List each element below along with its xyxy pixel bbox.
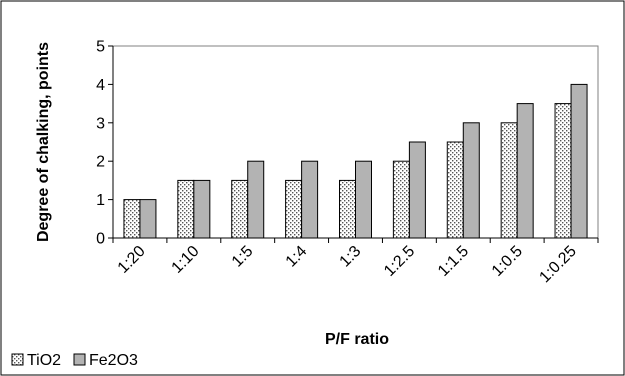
bar-fe2o3-8 <box>570 83 588 239</box>
y-tick-label: 0 <box>96 231 105 248</box>
bar-tio2-0 <box>123 199 141 239</box>
bar-fe2o3-3 <box>301 160 319 239</box>
bar-fe2o3-0 <box>139 199 157 239</box>
y-tick-label: 2 <box>96 154 105 171</box>
bar-tio2-6 <box>446 141 464 239</box>
bar-fe2o3-4 <box>355 160 372 239</box>
y-tick-label: 3 <box>96 115 105 132</box>
y-axis: 0 1 2 3 4 5 <box>96 39 114 248</box>
y-tick-label: 4 <box>96 77 105 94</box>
bar-tio2-1 <box>177 179 195 239</box>
bar-tio2-2 <box>231 179 249 239</box>
x-axis-title: P/F ratio <box>325 331 389 348</box>
bar-fe2o3-7 <box>516 103 534 239</box>
bar-tio2-7 <box>500 122 518 239</box>
bar-tio2-4 <box>339 179 356 239</box>
bar-tio2-5 <box>392 160 410 239</box>
y-tick-label: 1 <box>96 192 105 209</box>
y-axis-title: Degree of chalking, points <box>35 42 52 242</box>
legend: TiO2 Fe2O3 <box>11 352 138 369</box>
bar-fe2o3-5 <box>408 141 426 239</box>
bar-tio2-8 <box>554 103 572 239</box>
bars <box>123 83 588 239</box>
bar-tio2-3 <box>285 179 303 239</box>
bar-fe2o3-6 <box>462 122 480 239</box>
y-tick-label: 5 <box>96 39 105 56</box>
bar-fe2o3-1 <box>193 179 211 239</box>
legend-swatch-fe2o3 <box>73 353 86 366</box>
legend-swatch-tio2 <box>11 353 24 366</box>
legend-label-fe2o3: Fe2O3 <box>89 352 138 369</box>
bar-fe2o3-2 <box>247 160 265 239</box>
legend-label-tio2: TiO2 <box>27 352 61 369</box>
